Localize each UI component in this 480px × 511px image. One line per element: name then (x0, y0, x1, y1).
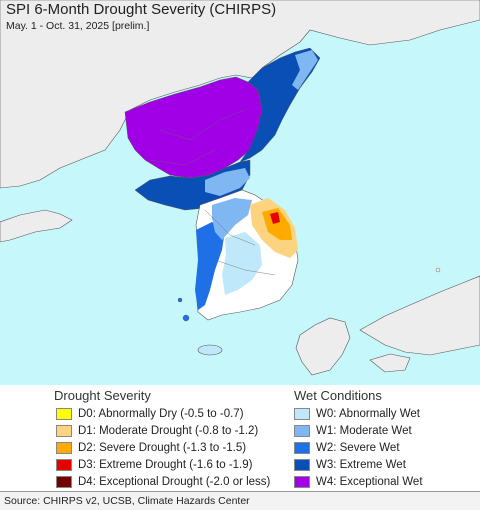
drought-legend-heading: Drought Severity (54, 388, 151, 403)
legend-item-d0: D0: Abnormally Dry (-0.5 to -0.7) (56, 406, 244, 422)
japan-honshu (359, 275, 480, 356)
south-korea-west-w2 (195, 222, 225, 310)
legend: Drought Severity Wet Conditions D0: Abno… (0, 388, 480, 488)
japan-shikoku (369, 353, 411, 373)
source-footer: Source: CHIRPS v2, UCSB, Climate Hazards… (0, 491, 480, 510)
swatch-w4 (294, 476, 310, 488)
china-landmass (0, 0, 480, 189)
map-subtitle: May. 1 - Oct. 31, 2025 [prelim.] (6, 20, 150, 32)
legend-item-w0: W0: Abnormally Wet (294, 406, 420, 422)
legend-item-d2: D2: Severe Drought (-1.3 to -1.5) (56, 440, 246, 456)
china-peninsula (0, 209, 73, 243)
swatch-d2 (56, 442, 72, 454)
south-korea-w0 (222, 232, 262, 295)
swatch-d1 (56, 425, 72, 437)
south-korea-w1 (212, 198, 252, 240)
legend-item-w2: W2: Severe Wet (294, 440, 400, 456)
swatch-w2 (294, 442, 310, 454)
wet-legend-heading: Wet Conditions (294, 388, 382, 403)
east-coast-d3 (270, 212, 280, 224)
legend-item-d3: D3: Extreme Drought (-1.6 to -1.9) (56, 457, 252, 473)
jeju-island (197, 344, 223, 356)
swatch-d4 (56, 476, 72, 488)
swatch-w1 (294, 425, 310, 437)
legend-item-w3: W3: Extreme Wet (294, 457, 406, 473)
legend-item-w4: W4: Exceptional Wet (294, 474, 423, 490)
swatch-d0 (56, 408, 72, 420)
northeast-coast-w1 (292, 50, 318, 90)
east-coast-d2 (262, 208, 292, 240)
legend-item-d4: D4: Exceptional Drought (-2.0 or less) (56, 474, 270, 490)
swatch-w3 (294, 459, 310, 471)
central-korea-w1 (205, 168, 250, 196)
swatch-d3 (56, 459, 72, 471)
map-title: SPI 6-Month Drought Severity (CHIRPS) (6, 1, 277, 18)
japan-kyushu (295, 317, 351, 376)
province-borders (149, 109, 276, 276)
swatch-w0 (294, 408, 310, 420)
drought-map (0, 0, 480, 385)
legend-item-d1: D1: Moderate Drought (-0.8 to -1.2) (56, 423, 258, 439)
legend-item-w1: W1: Moderate Wet (294, 423, 412, 439)
